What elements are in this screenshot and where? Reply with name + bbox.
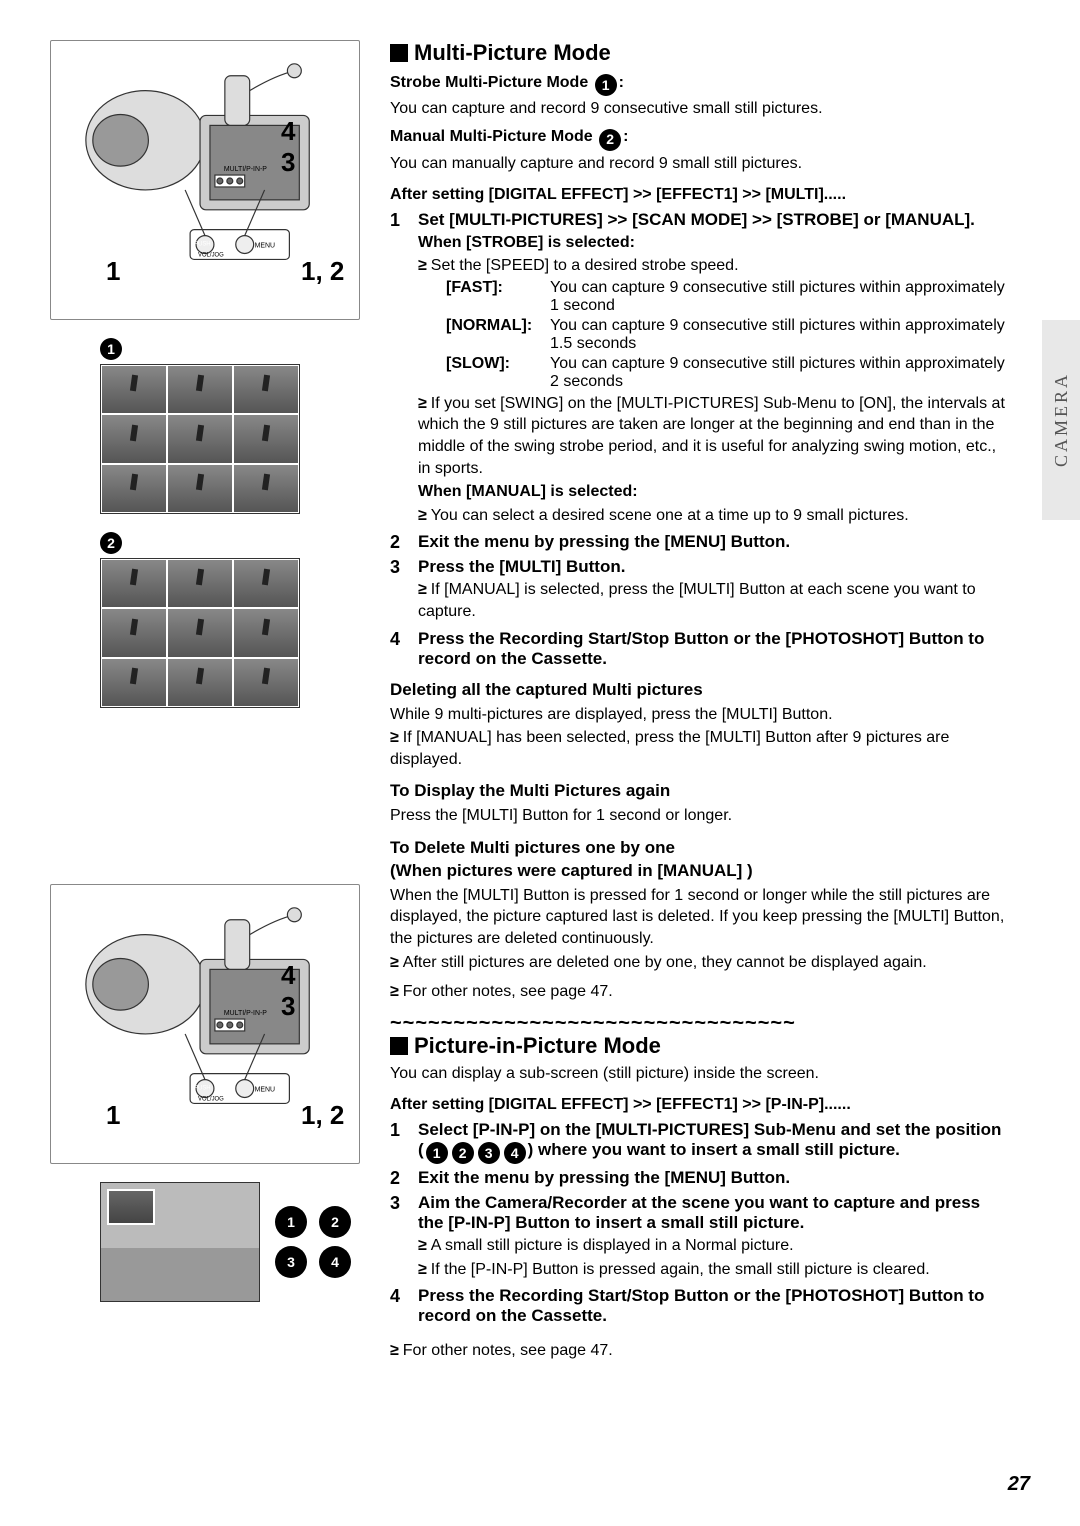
thumb-block-2: 2: [100, 532, 300, 708]
section-title-2: Picture-in-Picture Mode: [390, 1033, 1010, 1059]
step3-sub: If [MANUAL] is selected, press the [MULT…: [418, 579, 1010, 622]
strobe-mode-label: Strobe Multi-Picture Mode 1:: [390, 72, 1010, 96]
step-num: 1: [390, 210, 408, 529]
step3-heading: Press the [MULTI] Button.: [418, 557, 1010, 577]
delete-one-bullet: After still pictures are deleted one by …: [390, 952, 1010, 974]
fast-label: [FAST]:: [446, 279, 546, 315]
pip-pos-4: 4: [319, 1246, 351, 1278]
callout-4: 4: [281, 116, 295, 147]
pip-pos-3: 3: [275, 1246, 307, 1278]
step2-heading: Exit the menu by pressing the [MENU] But…: [418, 532, 1010, 552]
pip-quad: 1 2 3 4: [275, 1206, 355, 1278]
callout-4b: 4: [281, 960, 295, 991]
thumb-label-1: 1: [100, 338, 122, 360]
section-title-1: Multi-Picture Mode: [390, 40, 1010, 66]
svg-text:MENU: MENU: [255, 243, 275, 250]
delete-all-heading: Deleting all the captured Multi pictures: [390, 679, 1010, 702]
left-column: MULTI/P-IN-P MENU PUSH VOL/JOG 4 3 1 1, …: [50, 40, 360, 1364]
delete-all-2: If [MANUAL] has been selected, press the…: [390, 727, 1010, 770]
svg-text:VOL/JOG: VOL/JOG: [198, 252, 224, 258]
normal-text: You can capture 9 consecutive still pict…: [550, 317, 1010, 353]
step4-heading: Press the Recording Start/Stop Button or…: [418, 629, 1010, 669]
pip-image: [100, 1182, 260, 1302]
normal-label: [NORMAL]:: [446, 317, 546, 353]
svg-text:VOL/JOG: VOL/JOG: [198, 1096, 224, 1102]
when-manual: When [MANUAL] is selected:: [418, 481, 1010, 503]
thumb-block-1: 1: [100, 338, 300, 514]
manual-mode-text: You can manually capture and record 9 sm…: [390, 153, 1010, 175]
callout-1b: 1: [106, 1100, 120, 1131]
pip-step2: Exit the menu by pressing the [MENU] But…: [418, 1168, 1010, 1188]
set-speed: Set the [SPEED] to a desired strobe spee…: [418, 255, 1010, 277]
after-setting-2: After setting [DIGITAL EFFECT] >> [EFFEC…: [390, 1094, 1010, 1116]
pip-step4: Press the Recording Start/Stop Button or…: [418, 1286, 1010, 1326]
fast-text: You can capture 9 consecutive still pict…: [550, 279, 1010, 315]
display-again-text: Press the [MULTI] Button for 1 second or…: [390, 805, 1010, 827]
delete-all-1: While 9 multi-pictures are displayed, pr…: [390, 704, 1010, 726]
steps-list-1: 1 Set [MULTI-PICTURES] >> [SCAN MODE] >>…: [390, 210, 1010, 669]
side-tab: CAMERA: [1042, 320, 1080, 520]
pip-step1: Select [P-IN-P] on the [MULTI-PICTURES] …: [418, 1120, 1010, 1164]
display-again-heading: To Display the Multi Pictures again: [390, 780, 1010, 803]
delete-one-heading-2: (When pictures were captured in [MANUAL]…: [390, 860, 1010, 883]
svg-text:MENU: MENU: [255, 1087, 275, 1094]
manual-sel-text: You can select a desired scene one at a …: [418, 505, 1010, 527]
camera-illustration-2: MULTI/P-IN-P MENU PUSH VOL/JOG 4 3 1 1, …: [50, 884, 360, 1164]
svg-text:PUSH: PUSH: [194, 1086, 211, 1092]
callout-12b: 1, 2: [301, 1100, 344, 1131]
pip-step3-a: A small still picture is displayed in a …: [418, 1235, 1010, 1257]
svg-text:PUSH: PUSH: [194, 242, 211, 248]
right-column: Multi-Picture Mode Strobe Multi-Picture …: [390, 40, 1040, 1364]
svg-text:MULTI/P-IN-P: MULTI/P-IN-P: [224, 1010, 267, 1017]
manual-mode-label: Manual Multi-Picture Mode 2:: [390, 126, 1010, 150]
svg-text:MULTI/P-IN-P: MULTI/P-IN-P: [224, 166, 267, 173]
side-tab-label: CAMERA: [1051, 372, 1072, 467]
notes-1: For other notes, see page 47.: [390, 981, 1010, 1003]
callout-3: 3: [281, 147, 295, 178]
step1-heading: Set [MULTI-PICTURES] >> [SCAN MODE] >> […: [418, 210, 1010, 230]
when-strobe: When [STROBE] is selected:: [418, 232, 1010, 254]
slow-text: You can capture 9 consecutive still pict…: [550, 355, 1010, 391]
pip-step3-b: If the [P-IN-P] Button is pressed again,…: [418, 1259, 1010, 1281]
pip-row: 1 2 3 4: [100, 1182, 360, 1302]
thumb-grid-2: [100, 558, 300, 708]
notes-2: For other notes, see page 47.: [390, 1340, 1010, 1362]
wave-divider: ~~~~~~~~~~~~~~~~~~~~~~~~~~~~~~~~: [390, 1013, 1010, 1033]
pip-step3: Aim the Camera/Recorder at the scene you…: [418, 1193, 1010, 1233]
steps-list-2: 1 Select [P-IN-P] on the [MULTI-PICTURES…: [390, 1120, 1010, 1326]
swing-text: If you set [SWING] on the [MULTI-PICTURE…: [418, 393, 1010, 479]
pip-pos-2: 2: [319, 1206, 351, 1238]
pip-intro: You can display a sub-screen (still pict…: [390, 1063, 1010, 1085]
camera-illustration-1: MULTI/P-IN-P MENU PUSH VOL/JOG 4 3 1 1, …: [50, 40, 360, 320]
callout-12: 1, 2: [301, 256, 344, 287]
callout-3b: 3: [281, 991, 295, 1022]
thumb-grid-1: [100, 364, 300, 514]
callout-1: 1: [106, 256, 120, 287]
pip-inset: [107, 1189, 155, 1225]
after-setting-1: After setting [DIGITAL EFFECT] >> [EFFEC…: [390, 184, 1010, 206]
strobe-mode-text: You can capture and record 9 consecutive…: [390, 98, 1010, 120]
delete-one-heading-1: To Delete Multi pictures one by one: [390, 837, 1010, 860]
thumb-label-2: 2: [100, 532, 122, 554]
slow-label: [SLOW]:: [446, 355, 546, 391]
pip-pos-1: 1: [275, 1206, 307, 1238]
page-number: 27: [1008, 1473, 1030, 1496]
delete-one-text: When the [MULTI] Button is pressed for 1…: [390, 885, 1010, 950]
